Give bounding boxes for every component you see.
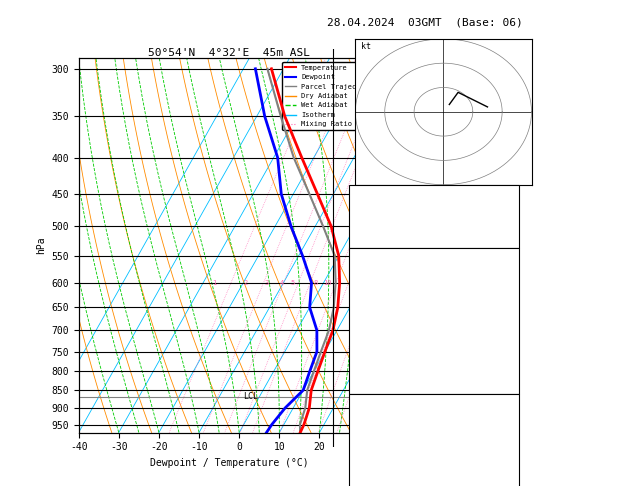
- Text: 28.04.2024  03GMT  (Base: 06): 28.04.2024 03GMT (Base: 06): [327, 17, 523, 27]
- Text: 1: 1: [212, 280, 216, 286]
- Text: 750: 750: [499, 420, 516, 429]
- Text: θₑ (K): θₑ (K): [352, 440, 384, 449]
- Text: 0: 0: [510, 377, 516, 385]
- Legend: Temperature, Dewpoint, Parcel Trajectory, Dry Adiabat, Wet Adiabat, Isotherm, Mi: Temperature, Dewpoint, Parcel Trajectory…: [282, 62, 376, 130]
- Text: Most Unstable: Most Unstable: [399, 399, 469, 408]
- Text: θₑ(K): θₑ(K): [352, 315, 379, 324]
- Text: CAPE (J): CAPE (J): [352, 356, 395, 365]
- Text: 20: 20: [372, 280, 380, 286]
- Title: 50°54'N  4°32'E  45m ASL: 50°54'N 4°32'E 45m ASL: [148, 48, 310, 57]
- Text: Temp (°C): Temp (°C): [352, 275, 401, 283]
- X-axis label: Dewpoint / Temperature (°C): Dewpoint / Temperature (°C): [150, 458, 308, 468]
- Text: 48: 48: [505, 211, 516, 220]
- Text: 15.2: 15.2: [494, 275, 516, 283]
- Text: Lifted Index: Lifted Index: [352, 461, 417, 469]
- Text: CAPE (J): CAPE (J): [352, 481, 395, 486]
- Text: Surface: Surface: [415, 254, 453, 263]
- Text: 28: 28: [505, 191, 516, 199]
- Text: Dewp (°C): Dewp (°C): [352, 295, 401, 304]
- Text: CIN (J): CIN (J): [352, 377, 390, 385]
- Text: 3: 3: [510, 461, 516, 469]
- Y-axis label: hPa: hPa: [36, 237, 46, 254]
- Text: 5: 5: [291, 280, 295, 286]
- Y-axis label: km
ASL: km ASL: [401, 238, 420, 253]
- Text: 3: 3: [510, 336, 516, 345]
- Text: © weatheronline.co.uk: © weatheronline.co.uk: [349, 465, 454, 474]
- Text: 15: 15: [350, 280, 359, 286]
- Text: 0: 0: [510, 356, 516, 365]
- Text: 1.96: 1.96: [494, 231, 516, 240]
- Text: Totals Totals: Totals Totals: [352, 211, 422, 220]
- Text: PW (cm): PW (cm): [352, 231, 390, 240]
- Text: Lifted Index: Lifted Index: [352, 336, 417, 345]
- Text: kt: kt: [361, 42, 371, 51]
- Text: 10: 10: [323, 280, 332, 286]
- Text: 3: 3: [264, 280, 269, 286]
- Text: K: K: [352, 191, 358, 199]
- Text: Pressure (mb): Pressure (mb): [352, 420, 422, 429]
- Text: 308: 308: [499, 440, 516, 449]
- Text: LCL: LCL: [243, 392, 259, 401]
- Text: 306: 306: [499, 315, 516, 324]
- Text: 8: 8: [313, 280, 318, 286]
- Text: 6.8: 6.8: [499, 295, 516, 304]
- Text: 4: 4: [279, 280, 284, 286]
- Text: 2: 2: [243, 280, 248, 286]
- Text: 0: 0: [510, 481, 516, 486]
